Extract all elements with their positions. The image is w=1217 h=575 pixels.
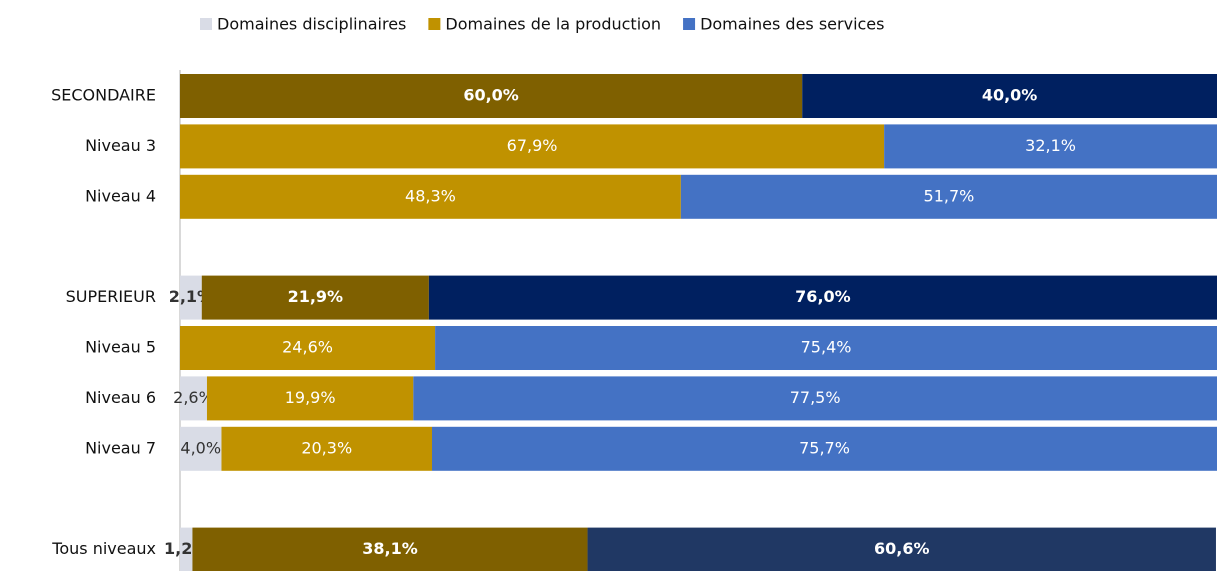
data-label: 76,0% bbox=[795, 287, 851, 306]
bar-segment bbox=[428, 275, 1217, 320]
data-label: 38,1% bbox=[362, 539, 418, 558]
data-label: 21,9% bbox=[288, 287, 344, 306]
bar-segment bbox=[180, 326, 436, 370]
bar-segment bbox=[221, 426, 432, 471]
bar-segment bbox=[180, 174, 681, 219]
bar-segment bbox=[180, 376, 207, 421]
data-label: 75,4% bbox=[801, 338, 852, 357]
bar-segment bbox=[680, 174, 1217, 219]
y-tick-label: Niveau 5 bbox=[85, 338, 156, 357]
data-label: 48,3% bbox=[405, 186, 456, 205]
bar-segment bbox=[206, 376, 414, 421]
bar-segment bbox=[180, 527, 193, 572]
data-label: 75,7% bbox=[799, 438, 850, 457]
bar-segment bbox=[413, 376, 1217, 421]
data-label: 40,0% bbox=[982, 86, 1038, 105]
data-label: 20,3% bbox=[301, 438, 352, 457]
bar-segment bbox=[802, 74, 1217, 118]
bar-segment bbox=[180, 124, 885, 169]
y-tick-label: Niveau 6 bbox=[85, 388, 156, 407]
bar-segment bbox=[201, 275, 429, 320]
data-label: 19,9% bbox=[285, 388, 336, 407]
legend-label: Domaines disciplinaires bbox=[217, 15, 406, 34]
data-label: 4,0% bbox=[180, 438, 221, 457]
legend-label: Domaines de la production bbox=[445, 15, 661, 34]
legend-swatch bbox=[428, 18, 441, 30]
y-tick-label: SECONDAIRE bbox=[51, 86, 156, 105]
bar-segment bbox=[192, 527, 588, 572]
data-label: 32,1% bbox=[1025, 136, 1076, 155]
data-label: 67,9% bbox=[507, 136, 558, 155]
bar-segment bbox=[435, 326, 1217, 370]
bar-segment bbox=[180, 275, 202, 320]
bar-segment bbox=[587, 527, 1216, 572]
data-label: 2,6% bbox=[173, 388, 214, 407]
legend-label: Domaines des services bbox=[700, 15, 884, 34]
bar-segment bbox=[180, 426, 222, 471]
bar-segment bbox=[180, 74, 803, 118]
y-tick-label: Niveau 4 bbox=[85, 186, 156, 205]
data-label: 60,0% bbox=[463, 86, 519, 105]
legend-swatch bbox=[200, 18, 212, 30]
y-tick-label: Niveau 7 bbox=[85, 438, 156, 457]
data-label: 77,5% bbox=[790, 388, 841, 407]
y-tick-label: SUPERIEUR bbox=[66, 287, 156, 306]
legend-swatch bbox=[683, 18, 696, 30]
bar-segment bbox=[884, 124, 1217, 169]
y-tick-label: Niveau 3 bbox=[85, 136, 156, 155]
y-tick-label: Tous niveaux bbox=[51, 539, 156, 558]
data-label: 24,6% bbox=[282, 338, 333, 357]
bar-segment bbox=[431, 426, 1217, 471]
data-label: 51,7% bbox=[924, 186, 975, 205]
data-label: 60,6% bbox=[874, 539, 930, 558]
